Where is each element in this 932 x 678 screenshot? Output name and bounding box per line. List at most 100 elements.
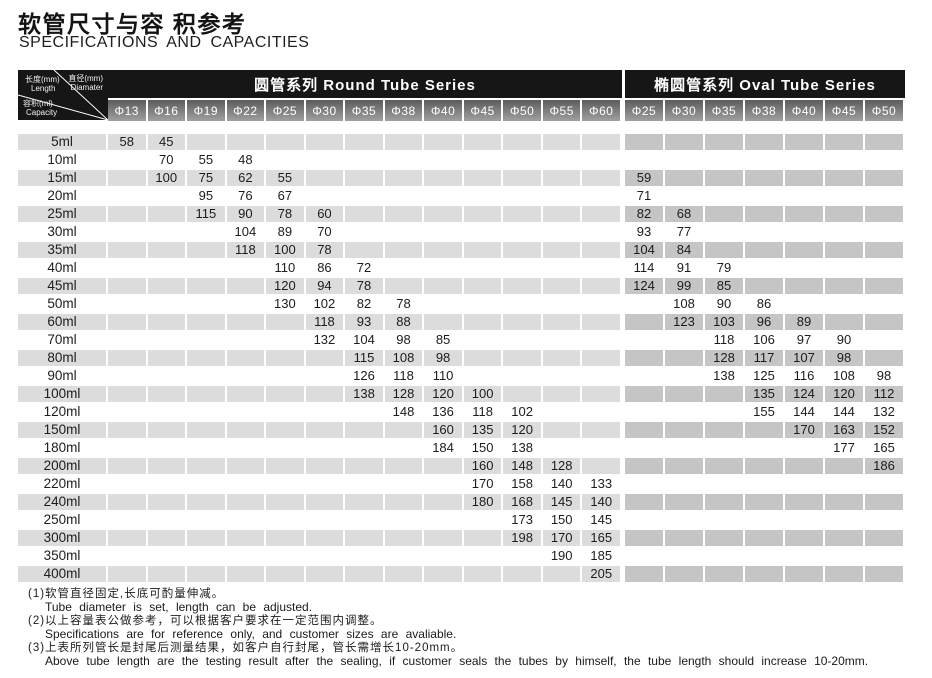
data-cell-oval xyxy=(785,170,823,186)
data-cell-round xyxy=(345,188,383,204)
data-cell-round xyxy=(503,350,541,366)
data-cell-oval: 82 xyxy=(625,206,663,222)
data-cell-oval xyxy=(665,350,703,366)
data-cell-round: 62 xyxy=(226,170,265,186)
data-cell-round xyxy=(266,404,304,420)
data-cell-round xyxy=(424,152,462,168)
data-cell-round xyxy=(306,440,344,456)
data-cell-round xyxy=(147,530,186,546)
data-cell-round xyxy=(187,512,225,528)
capacity-cell: 5ml xyxy=(18,134,106,150)
data-cell-round xyxy=(464,512,502,528)
data-cell-round: 58 xyxy=(108,134,146,150)
data-cell-round xyxy=(385,512,423,528)
data-cell-oval: 124 xyxy=(625,278,663,294)
column-header-round: Φ30 xyxy=(305,100,344,121)
data-cell-round xyxy=(266,476,304,492)
data-cell-oval xyxy=(785,494,823,510)
data-cell-oval xyxy=(865,278,903,294)
data-cell-round: 168 xyxy=(503,494,541,510)
data-cell-round xyxy=(187,242,225,258)
capacity-cell: 25ml xyxy=(18,206,106,222)
data-cell-round xyxy=(187,224,225,240)
data-cell-round xyxy=(464,224,502,240)
data-cell-oval: 68 xyxy=(665,206,703,222)
data-cell-round xyxy=(582,440,620,456)
data-cell-oval: 93 xyxy=(636,224,652,239)
data-cell-round xyxy=(582,134,620,150)
data-cell-round xyxy=(384,422,423,438)
capacity-cell: 200ml xyxy=(18,458,106,474)
column-header-oval: Φ30 xyxy=(665,100,703,121)
data-cell-oval xyxy=(865,134,903,150)
data-cell-round xyxy=(266,530,304,546)
data-cell-round xyxy=(542,134,581,150)
data-cell-round: 86 xyxy=(317,260,332,275)
data-cell-oval xyxy=(705,566,743,582)
data-cell-round xyxy=(187,458,225,474)
data-cell-round: 95 xyxy=(198,188,214,203)
data-cell-round xyxy=(384,170,423,186)
data-cell-round xyxy=(226,422,265,438)
capacity-cell: 80ml xyxy=(18,350,106,366)
data-cell-round xyxy=(148,260,186,276)
data-cell-round xyxy=(384,242,423,258)
data-cell-oval xyxy=(825,458,863,474)
corner-diameter-label-cn: 直径(mm) xyxy=(68,74,103,83)
data-cell-round xyxy=(306,152,344,168)
data-cell-round xyxy=(463,314,502,330)
data-cell-round xyxy=(187,260,225,276)
data-cell-round xyxy=(463,566,502,582)
data-cell-oval xyxy=(865,512,903,528)
data-cell-round xyxy=(345,530,383,546)
capacity-cell: 90ml xyxy=(47,368,77,383)
data-cell-round xyxy=(582,188,620,204)
data-cell-oval: 103 xyxy=(705,314,743,330)
data-cell-round: 102 xyxy=(313,296,336,311)
data-cell-round: 100 xyxy=(266,242,304,258)
data-cell-round: 85 xyxy=(435,332,451,347)
data-cell-round: 90 xyxy=(226,206,265,222)
data-cell-round xyxy=(305,566,344,582)
data-cell-round xyxy=(345,206,383,222)
data-cell-oval xyxy=(745,224,783,240)
data-cell-round xyxy=(582,422,620,438)
data-cell-oval xyxy=(745,278,783,294)
data-cell-round: 55 xyxy=(266,170,304,186)
data-cell-round xyxy=(148,404,186,420)
data-cell-round xyxy=(266,332,304,348)
data-cell-round xyxy=(227,332,265,348)
data-cell-round xyxy=(226,278,265,294)
data-cell-round xyxy=(148,440,186,456)
data-cell-round: 190 xyxy=(550,548,573,563)
data-cell-round xyxy=(187,476,225,492)
data-cell-oval: 86 xyxy=(756,296,772,311)
data-cell-oval xyxy=(825,512,863,528)
data-cell-round xyxy=(582,152,620,168)
data-cell-round xyxy=(305,458,344,474)
data-cell-oval: 91 xyxy=(676,260,692,275)
data-cell-oval xyxy=(625,440,663,456)
data-cell-round: 132 xyxy=(313,332,336,347)
data-cell-round xyxy=(187,494,225,510)
column-header-oval: Φ25 xyxy=(625,100,663,121)
column-header-oval: Φ38 xyxy=(745,100,783,121)
data-cell-oval xyxy=(825,566,863,582)
data-cell-round: 148 xyxy=(503,458,541,474)
data-cell-oval xyxy=(665,422,703,438)
data-cell-round xyxy=(108,440,146,456)
data-cell-round xyxy=(108,260,146,276)
data-cell-oval xyxy=(705,548,743,564)
data-cell-round xyxy=(108,512,146,528)
data-cell-oval xyxy=(865,170,903,186)
data-cell-round xyxy=(424,314,462,330)
data-cell-round xyxy=(385,188,423,204)
page-title-cn: 软管尺寸与容 积参考 xyxy=(18,11,247,37)
table-row: 5ml 58 45 xyxy=(18,133,905,151)
data-cell-round xyxy=(148,296,186,312)
data-cell-oval xyxy=(745,548,783,564)
table-row: 220ml 170 158 140 133 xyxy=(18,475,905,493)
data-cell-round xyxy=(266,134,304,150)
data-cell-oval: 108 xyxy=(833,368,855,383)
data-cell-round: 100 xyxy=(463,386,502,402)
